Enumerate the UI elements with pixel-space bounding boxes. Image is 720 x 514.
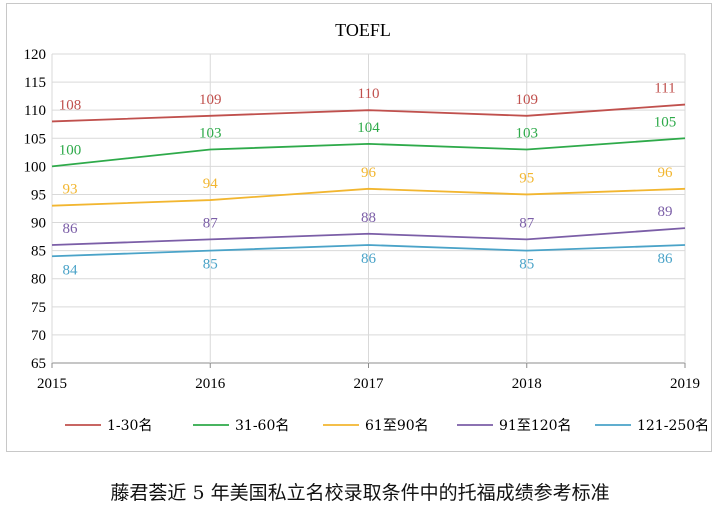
legend-label: 121-250名 [637, 418, 709, 434]
data-label: 104 [357, 120, 380, 136]
legend-label: 61至90名 [365, 418, 429, 434]
y-tick-label: 110 [24, 103, 46, 119]
x-tick-label: 2016 [195, 376, 226, 392]
data-label: 86 [658, 251, 674, 267]
series-line-3 [51, 187, 686, 207]
data-label: 103 [199, 126, 222, 142]
data-label: 85 [203, 257, 218, 273]
x-tick-label: 2019 [670, 376, 700, 392]
data-label: 96 [658, 165, 674, 181]
y-tick-label: 70 [31, 328, 46, 344]
data-label: 103 [516, 126, 539, 142]
data-label: 95 [519, 170, 534, 186]
y-tick-label: 115 [24, 75, 46, 91]
legend-label: 1-30名 [107, 418, 152, 434]
data-label: 86 [361, 251, 377, 267]
series-line-1 [51, 103, 686, 123]
y-tick-label: 95 [31, 187, 46, 203]
data-label: 109 [199, 92, 222, 108]
legend: 1-30名 31-60名 61至90名 91至120名 121-250名 [65, 418, 709, 434]
y-tick-label: 65 [31, 356, 46, 372]
data-label: 86 [63, 221, 79, 237]
data-label: 105 [654, 114, 677, 130]
data-label: 88 [361, 210, 376, 226]
chart-frame: TOEFL 65 70 75 80 85 90 95 100 105 110 115 120 2015 2… [6, 3, 712, 452]
gridlines [51, 53, 686, 364]
y-tick-label: 100 [24, 159, 47, 175]
series-line-5 [51, 244, 686, 258]
series-lines [51, 103, 686, 258]
data-label: 93 [63, 182, 78, 198]
data-label: 96 [361, 165, 377, 181]
series-line-2 [51, 137, 686, 168]
x-tick-label: 2017 [354, 376, 385, 392]
figure-caption: 藤君荟近 5 年美国私立名校录取条件中的托福成绩参考标准 [110, 482, 610, 504]
data-label: 111 [654, 81, 675, 97]
axes: 65 70 75 80 85 90 95 100 105 110 115 120 2015 2016 201… [24, 47, 701, 392]
y-tick-label: 80 [31, 272, 46, 288]
data-label: 110 [358, 86, 380, 102]
y-tick-label: 75 [31, 300, 46, 316]
data-label: 85 [519, 257, 534, 273]
data-label: 87 [519, 215, 535, 231]
legend-label: 31-60名 [235, 418, 289, 434]
y-tick-label: 120 [24, 47, 47, 63]
data-label: 87 [203, 215, 219, 231]
chart-title: TOEFL [335, 20, 391, 40]
x-tick-label: 2018 [512, 376, 542, 392]
data-label: 94 [203, 176, 219, 192]
data-label: 100 [59, 142, 82, 158]
y-tick-label: 85 [31, 244, 46, 260]
y-tick-label: 105 [24, 131, 47, 147]
legend-label: 91至120名 [499, 418, 572, 434]
data-label: 84 [63, 262, 79, 278]
line-chart: TOEFL 65 70 75 80 85 90 95 100 105 110 115 120 2015 2… [24, 20, 710, 434]
y-tick-label: 90 [31, 216, 46, 232]
series-line-4 [51, 227, 686, 246]
data-label: 109 [516, 92, 539, 108]
x-tick-label: 2015 [37, 376, 67, 392]
data-label: 108 [59, 97, 82, 113]
data-label: 89 [658, 204, 673, 220]
data-labels: 108 109 110 109 111 100 103 104 103 105 93 94 96 95 96… [59, 81, 677, 279]
